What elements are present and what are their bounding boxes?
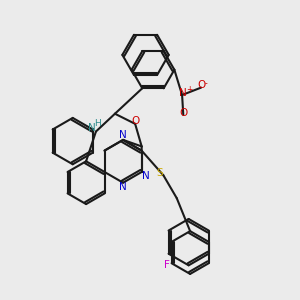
Text: N: N xyxy=(88,123,96,133)
Text: -: - xyxy=(205,79,207,88)
Text: O: O xyxy=(132,116,140,126)
Text: S: S xyxy=(156,168,163,178)
Text: +: + xyxy=(186,85,193,94)
Text: O: O xyxy=(197,80,205,90)
Text: N: N xyxy=(142,171,149,181)
Text: N: N xyxy=(179,88,187,98)
Text: H: H xyxy=(94,119,100,128)
Text: O: O xyxy=(179,108,188,118)
Text: N: N xyxy=(119,182,127,192)
Text: N: N xyxy=(119,130,127,140)
Text: F: F xyxy=(164,260,170,270)
